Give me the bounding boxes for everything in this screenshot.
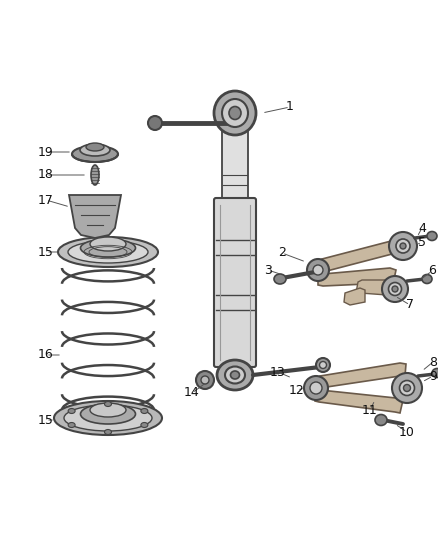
Text: 3: 3 [264, 263, 272, 277]
Ellipse shape [304, 376, 328, 400]
Text: 19: 19 [38, 146, 54, 158]
Text: 9: 9 [429, 369, 437, 383]
Ellipse shape [432, 368, 438, 377]
Ellipse shape [313, 265, 323, 275]
Ellipse shape [196, 371, 214, 389]
Ellipse shape [399, 381, 414, 395]
Ellipse shape [81, 239, 135, 257]
Ellipse shape [400, 243, 406, 249]
Ellipse shape [80, 144, 110, 156]
Ellipse shape [392, 286, 398, 292]
Ellipse shape [427, 231, 437, 240]
Ellipse shape [389, 282, 402, 295]
Ellipse shape [225, 367, 245, 384]
Text: 5: 5 [418, 236, 426, 248]
Ellipse shape [148, 116, 162, 130]
Ellipse shape [72, 146, 118, 162]
Text: 11: 11 [362, 403, 378, 416]
Text: 15: 15 [38, 414, 54, 426]
Ellipse shape [81, 404, 135, 424]
Text: 15: 15 [38, 246, 54, 259]
Ellipse shape [382, 276, 408, 302]
Polygon shape [344, 288, 365, 305]
Text: 17: 17 [38, 193, 54, 206]
Ellipse shape [316, 358, 330, 372]
Ellipse shape [64, 405, 152, 431]
Ellipse shape [222, 99, 248, 127]
Ellipse shape [274, 274, 286, 284]
Text: 8: 8 [429, 356, 437, 368]
Polygon shape [69, 195, 121, 238]
Ellipse shape [86, 143, 104, 151]
Text: 1: 1 [286, 101, 294, 114]
Ellipse shape [201, 376, 209, 384]
Text: 16: 16 [38, 349, 54, 361]
Ellipse shape [68, 241, 148, 263]
Ellipse shape [389, 232, 417, 260]
Ellipse shape [90, 403, 126, 417]
Text: 4: 4 [418, 222, 426, 235]
Text: 10: 10 [399, 425, 415, 439]
Ellipse shape [307, 259, 329, 281]
Text: 2: 2 [278, 246, 286, 260]
Text: 7: 7 [406, 298, 414, 311]
Ellipse shape [375, 415, 387, 425]
Ellipse shape [403, 384, 410, 392]
Ellipse shape [141, 408, 148, 414]
FancyBboxPatch shape [214, 198, 256, 367]
Ellipse shape [91, 165, 99, 185]
Ellipse shape [58, 237, 158, 267]
Ellipse shape [217, 360, 253, 390]
Ellipse shape [105, 430, 112, 434]
Polygon shape [316, 363, 406, 388]
Ellipse shape [214, 91, 256, 135]
Ellipse shape [422, 274, 432, 284]
Polygon shape [356, 280, 395, 295]
FancyBboxPatch shape [222, 129, 248, 206]
Ellipse shape [105, 401, 112, 407]
Ellipse shape [68, 408, 75, 414]
Ellipse shape [310, 382, 322, 394]
Text: 12: 12 [289, 384, 305, 397]
Text: 14: 14 [184, 386, 200, 400]
Polygon shape [318, 240, 400, 273]
Text: 6: 6 [428, 264, 436, 278]
Ellipse shape [396, 239, 410, 253]
Polygon shape [318, 268, 396, 286]
Ellipse shape [319, 361, 326, 368]
Text: 13: 13 [270, 366, 286, 378]
Ellipse shape [392, 373, 422, 403]
Ellipse shape [229, 107, 241, 119]
Ellipse shape [68, 423, 75, 427]
Ellipse shape [230, 371, 240, 379]
Polygon shape [315, 390, 403, 413]
Text: 18: 18 [38, 168, 54, 182]
Ellipse shape [141, 423, 148, 427]
Ellipse shape [54, 401, 162, 435]
Ellipse shape [90, 237, 126, 251]
